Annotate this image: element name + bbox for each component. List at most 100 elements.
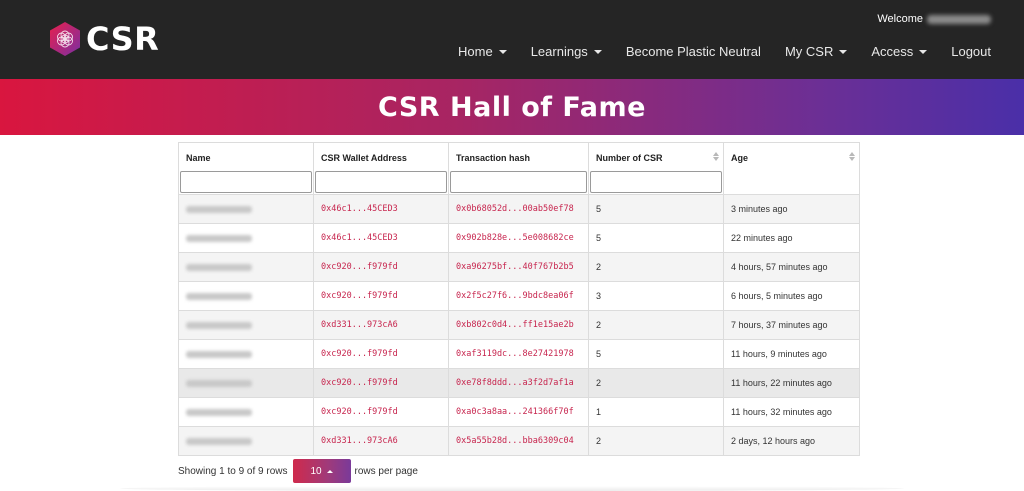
nav-home-label: Home — [458, 44, 493, 59]
csr-count-cell: 5 — [588, 223, 724, 253]
table-row: 0x46c1...45CED3 0x0b68052d...00ab50ef78 … — [178, 194, 860, 224]
filter-tx-hash-input[interactable] — [450, 171, 587, 193]
wallet-cell[interactable]: 0xc920...f979fd — [313, 339, 449, 369]
page-banner: CSR Hall of Fame — [0, 79, 1024, 135]
redacted-name — [186, 264, 252, 272]
table-row: 0xc920...f979fd 0xaf3119dc...8e27421978 … — [178, 339, 860, 369]
column-header-number-of-csr[interactable]: Number of CSR — [588, 142, 724, 195]
pagination-bar: Showing 1 to 9 of 9 rows 10 rows per pag… — [178, 459, 418, 483]
redacted-name — [186, 380, 252, 388]
redacted-name — [186, 235, 252, 243]
csr-count-cell: 5 — [588, 339, 724, 369]
age-cell: 22 minutes ago — [723, 223, 860, 253]
redacted-name — [186, 438, 252, 446]
nav-home[interactable]: Home — [458, 44, 507, 59]
csr-count-cell: 2 — [588, 310, 724, 340]
name-cell — [178, 194, 314, 224]
column-label: Transaction hash — [456, 153, 531, 163]
tx-hash-cell[interactable]: 0xe78f8ddd...a3f2d7af1a — [448, 368, 589, 398]
chevron-down-icon — [498, 49, 507, 54]
name-cell — [178, 339, 314, 369]
table-row: 0xc920...f979fd 0xa96275bf...40f767b2b5 … — [178, 252, 860, 282]
csr-count-cell: 5 — [588, 194, 724, 224]
wallet-cell[interactable]: 0xc920...f979fd — [313, 252, 449, 282]
brand-logo[interactable]: CSR — [49, 20, 159, 58]
wallet-cell[interactable]: 0xc920...f979fd — [313, 397, 449, 427]
age-cell: 11 hours, 32 minutes ago — [723, 397, 860, 427]
redacted-name — [186, 206, 252, 214]
redacted-name — [186, 322, 252, 330]
age-cell: 2 days, 12 hours ago — [723, 426, 860, 456]
column-header-age[interactable]: Age — [723, 142, 860, 195]
tx-hash-cell[interactable]: 0x0b68052d...00ab50ef78 — [448, 194, 589, 224]
wallet-cell[interactable]: 0xc920...f979fd — [313, 281, 449, 311]
top-navbar: CSR Welcome Home Learnings Become Plasti… — [0, 0, 1024, 79]
table-row: 0xd331...973cA6 0xb802c0d4...ff1e15ae2b … — [178, 310, 860, 340]
pagination-info: Showing 1 to 9 of 9 rows — [178, 465, 288, 477]
hall-of-fame-table: Name CSR Wallet Address Transaction hash… — [178, 142, 860, 456]
name-cell — [178, 368, 314, 398]
table-row: 0xc920...f979fd 0xe78f8ddd...a3f2d7af1a … — [178, 368, 860, 398]
tx-hash-cell[interactable]: 0x902b828e...5e008682ce — [448, 223, 589, 253]
nav-logout[interactable]: Logout — [951, 44, 991, 59]
tx-hash-cell[interactable]: 0xaf3119dc...8e27421978 — [448, 339, 589, 369]
welcome-label: Welcome — [877, 13, 923, 25]
footer-shadow — [120, 486, 904, 491]
name-cell — [178, 223, 314, 253]
age-cell: 6 hours, 5 minutes ago — [723, 281, 860, 311]
sort-icon[interactable] — [713, 152, 719, 162]
tx-hash-cell[interactable]: 0xb802c0d4...ff1e15ae2b — [448, 310, 589, 340]
column-label: CSR Wallet Address — [321, 153, 407, 163]
sort-icon[interactable] — [849, 152, 855, 162]
rows-per-page-label: rows per page — [354, 465, 418, 477]
rows-per-page-dropdown[interactable]: 10 — [292, 459, 351, 483]
redacted-name — [186, 351, 252, 359]
csr-count-cell: 2 — [588, 252, 724, 282]
main-nav: Home Learnings Become Plastic Neutral My… — [434, 44, 991, 59]
chevron-down-icon — [593, 49, 602, 54]
welcome-message: Welcome — [877, 13, 991, 25]
tx-hash-cell[interactable]: 0x5a55b28d...bba6309c04 — [448, 426, 589, 456]
nav-my-csr[interactable]: My CSR — [784, 44, 848, 59]
rows-per-page-value: 10 — [310, 465, 322, 477]
chevron-down-icon — [919, 49, 928, 54]
tx-hash-cell[interactable]: 0x2f5c27f6...9bdc8ea06f — [448, 281, 589, 311]
redacted-name — [186, 409, 252, 417]
column-header-wallet[interactable]: CSR Wallet Address — [313, 142, 449, 195]
nav-my-csr-label: My CSR — [784, 44, 834, 59]
csr-count-cell: 2 — [588, 426, 724, 456]
filter-number-input[interactable] — [590, 171, 722, 193]
nav-access[interactable]: Access — [871, 44, 928, 59]
column-header-tx-hash[interactable]: Transaction hash — [448, 142, 589, 195]
table-header-row: Name CSR Wallet Address Transaction hash… — [178, 142, 860, 195]
nav-learnings-label: Learnings — [530, 44, 588, 59]
age-cell: 4 hours, 57 minutes ago — [723, 252, 860, 282]
brand-name: CSR — [86, 20, 160, 58]
age-cell: 11 hours, 9 minutes ago — [723, 339, 860, 369]
wallet-cell[interactable]: 0x46c1...45CED3 — [313, 223, 449, 253]
table-row: 0x46c1...45CED3 0x902b828e...5e008682ce … — [178, 223, 860, 253]
logo-hexagon-icon — [50, 22, 80, 56]
filter-name-input[interactable] — [180, 171, 312, 193]
table-row: 0xd331...973cA6 0x5a55b28d...bba6309c04 … — [178, 426, 860, 456]
nav-become-plastic-neutral[interactable]: Become Plastic Neutral — [626, 44, 761, 59]
nav-logout-label: Logout — [951, 44, 991, 59]
tx-hash-cell[interactable]: 0xa96275bf...40f767b2b5 — [448, 252, 589, 282]
table-row: 0xc920...f979fd 0x2f5c27f6...9bdc8ea06f … — [178, 281, 860, 311]
nav-learnings[interactable]: Learnings — [531, 44, 602, 59]
name-cell — [178, 281, 314, 311]
wallet-cell[interactable]: 0xd331...973cA6 — [313, 426, 449, 456]
tx-hash-cell[interactable]: 0xa0c3a8aa...241366f70f — [448, 397, 589, 427]
csr-count-cell: 1 — [588, 397, 724, 427]
csr-count-cell: 3 — [588, 281, 724, 311]
wallet-cell[interactable]: 0xc920...f979fd — [313, 368, 449, 398]
name-cell — [178, 426, 314, 456]
wallet-cell[interactable]: 0xd331...973cA6 — [313, 310, 449, 340]
table-row: 0xc920...f979fd 0xa0c3a8aa...241366f70f … — [178, 397, 860, 427]
filter-wallet-input[interactable] — [315, 171, 447, 193]
page-title: CSR Hall of Fame — [378, 91, 646, 123]
wallet-cell[interactable]: 0x46c1...45CED3 — [313, 194, 449, 224]
age-cell: 3 minutes ago — [723, 194, 860, 224]
column-header-name[interactable]: Name — [178, 142, 314, 195]
name-cell — [178, 310, 314, 340]
